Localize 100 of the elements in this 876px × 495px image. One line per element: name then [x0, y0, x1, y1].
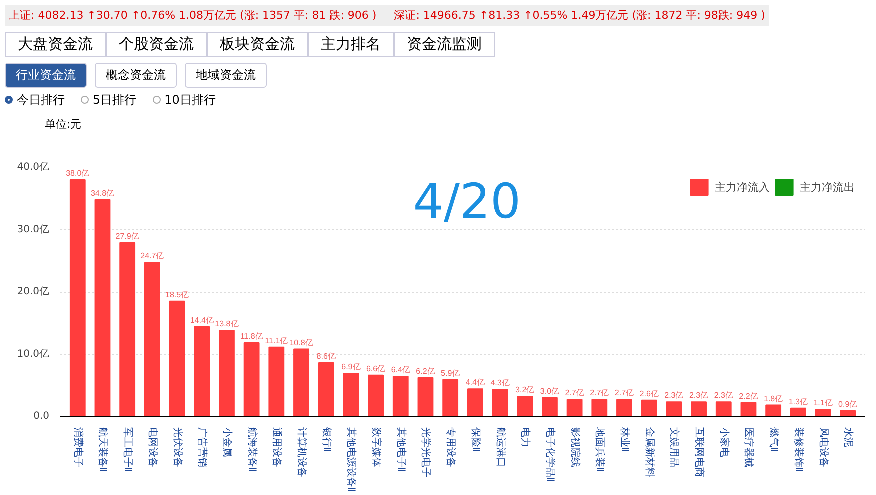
x-tick-label: 航天装备Ⅱ [97, 428, 110, 472]
data-label: 11.1亿 [265, 336, 288, 346]
bar [517, 396, 534, 416]
y-tick-label: 10.0亿 [17, 348, 50, 360]
y-tick-label: 40.0亿 [17, 162, 50, 173]
data-label: 38.0亿 [66, 168, 90, 178]
text: 今日排行 [16, 93, 65, 107]
x-tick-label: 水泥 [842, 428, 855, 448]
bar [70, 179, 86, 416]
bar [244, 342, 260, 416]
annotation: 4/20 [413, 174, 522, 230]
bar [740, 402, 757, 416]
text: 上证: 4082.13 ↑30.70 ↑0.76% 1.08万亿元 (涨: 1357 平: 81 跌: 906 ) 深证: 14966.75 ↑81.33 ↑0.55% 1.49万亿元 (涨: 1872 平: 98跌: 949 ) [9, 9, 766, 22]
text: 个股资金流 [106, 32, 207, 57]
data-label: 14.4亿 [190, 316, 214, 325]
x-tick-label: 医疗器械 [743, 428, 756, 468]
x-tick-label: 风电设备 [818, 428, 830, 468]
x-tick-label: 电子化学品Ⅱ [544, 428, 556, 482]
x-tick-label: 通用设备 [271, 428, 284, 468]
data-label: 2.7亿 [590, 388, 610, 398]
bar [120, 242, 136, 416]
bar [194, 326, 210, 416]
data-label: 0.9亿 [838, 400, 858, 409]
text: 板块资金流 [207, 32, 308, 57]
legend-label: 主力净流出 [800, 180, 855, 194]
legend-label: 主力净流入 [715, 180, 770, 194]
bar [616, 399, 632, 416]
x-tick-label: 保险Ⅱ [470, 428, 482, 452]
data-label: 2.3亿 [664, 391, 684, 400]
bar [94, 199, 111, 416]
data-label: 5.9亿 [441, 368, 460, 378]
x-tick-label: 数字媒体 [370, 428, 383, 468]
x-tick-label: 航海装备Ⅱ [246, 428, 258, 472]
bar [392, 376, 409, 416]
x-tick-label: 装修装饰Ⅱ [792, 428, 805, 472]
bar [691, 402, 707, 416]
bar [467, 388, 484, 416]
bar [790, 408, 806, 416]
x-tick-label: 银行Ⅱ [320, 426, 332, 452]
data-label: 2.6亿 [640, 389, 659, 398]
data-label: 2.3亿 [689, 391, 709, 400]
x-tick-label: 燃气Ⅱ [768, 428, 780, 452]
bar [716, 402, 732, 416]
x-tick-label: 小金属 [221, 428, 234, 458]
x-tick-label: 其他电源设备Ⅱ [346, 428, 358, 492]
bar [442, 379, 459, 416]
bar [368, 374, 384, 416]
data-label: 6.6亿 [366, 364, 386, 374]
bar [268, 346, 285, 416]
text: 资金流监测 [394, 32, 495, 57]
data-label: 24.7亿 [140, 252, 164, 261]
x-tick-label: 光学光电子 [420, 428, 432, 478]
bar [169, 300, 186, 416]
data-label: 13.8亿 [215, 320, 239, 329]
data-label: 6.9亿 [342, 362, 361, 372]
bar [294, 348, 310, 416]
x-tick-label: 地面兵装Ⅱ [594, 426, 606, 472]
data-label: 18.5亿 [165, 290, 190, 300]
x-tick-label: 光伏设备 [172, 428, 184, 468]
bar [343, 373, 360, 416]
data-label: 4.3亿 [490, 378, 510, 388]
data-label: 4.4亿 [466, 378, 485, 388]
y-tick-label: 30.0亿 [17, 224, 50, 236]
bar [641, 400, 658, 416]
x-tick-label: 电力 [520, 428, 532, 448]
data-label: 11.8亿 [240, 332, 264, 342]
x-tick-label: 专用设备 [445, 428, 458, 468]
text: 大盘资金流 [5, 32, 106, 57]
text: 概念资金流 [95, 63, 177, 88]
x-tick-label: 消费电子 [72, 428, 84, 468]
bar [766, 404, 782, 416]
y-tick-label: 20.0亿 [17, 286, 50, 298]
x-tick-label: 航运港口 [494, 428, 507, 468]
data-label: 6.4亿 [391, 366, 410, 375]
data-label: 8.6亿 [316, 352, 336, 361]
bar [219, 330, 235, 416]
bar [144, 262, 160, 416]
text: 行业资金流 [5, 63, 87, 88]
x-tick-label: 互联网电商 [694, 428, 706, 478]
data-label: 2.7亿 [565, 388, 584, 398]
x-tick-label: 金属新材料 [644, 428, 656, 478]
bar [318, 362, 334, 416]
bar [840, 410, 856, 416]
bar [666, 402, 682, 416]
bar [492, 389, 508, 416]
x-tick-label: 计算机设备 [296, 428, 308, 478]
data-label: 1.1亿 [814, 398, 833, 408]
bar [542, 397, 558, 416]
x-tick-label: 电网设备 [146, 428, 159, 468]
text: 5日排行 [92, 93, 137, 107]
text: 地域资金流 [185, 63, 267, 88]
bar [418, 377, 434, 416]
y-tick-label: 0.0 [34, 411, 50, 422]
data-label: 6.2亿 [416, 366, 436, 376]
data-label: 1.3亿 [788, 397, 808, 406]
data-label: 34.8亿 [90, 188, 115, 198]
data-label: 27.9亿 [116, 232, 140, 241]
data-label: 2.2亿 [739, 392, 758, 401]
x-tick-label: 林业Ⅱ [618, 426, 631, 452]
x-tick-label: 广告营销 [196, 428, 209, 468]
